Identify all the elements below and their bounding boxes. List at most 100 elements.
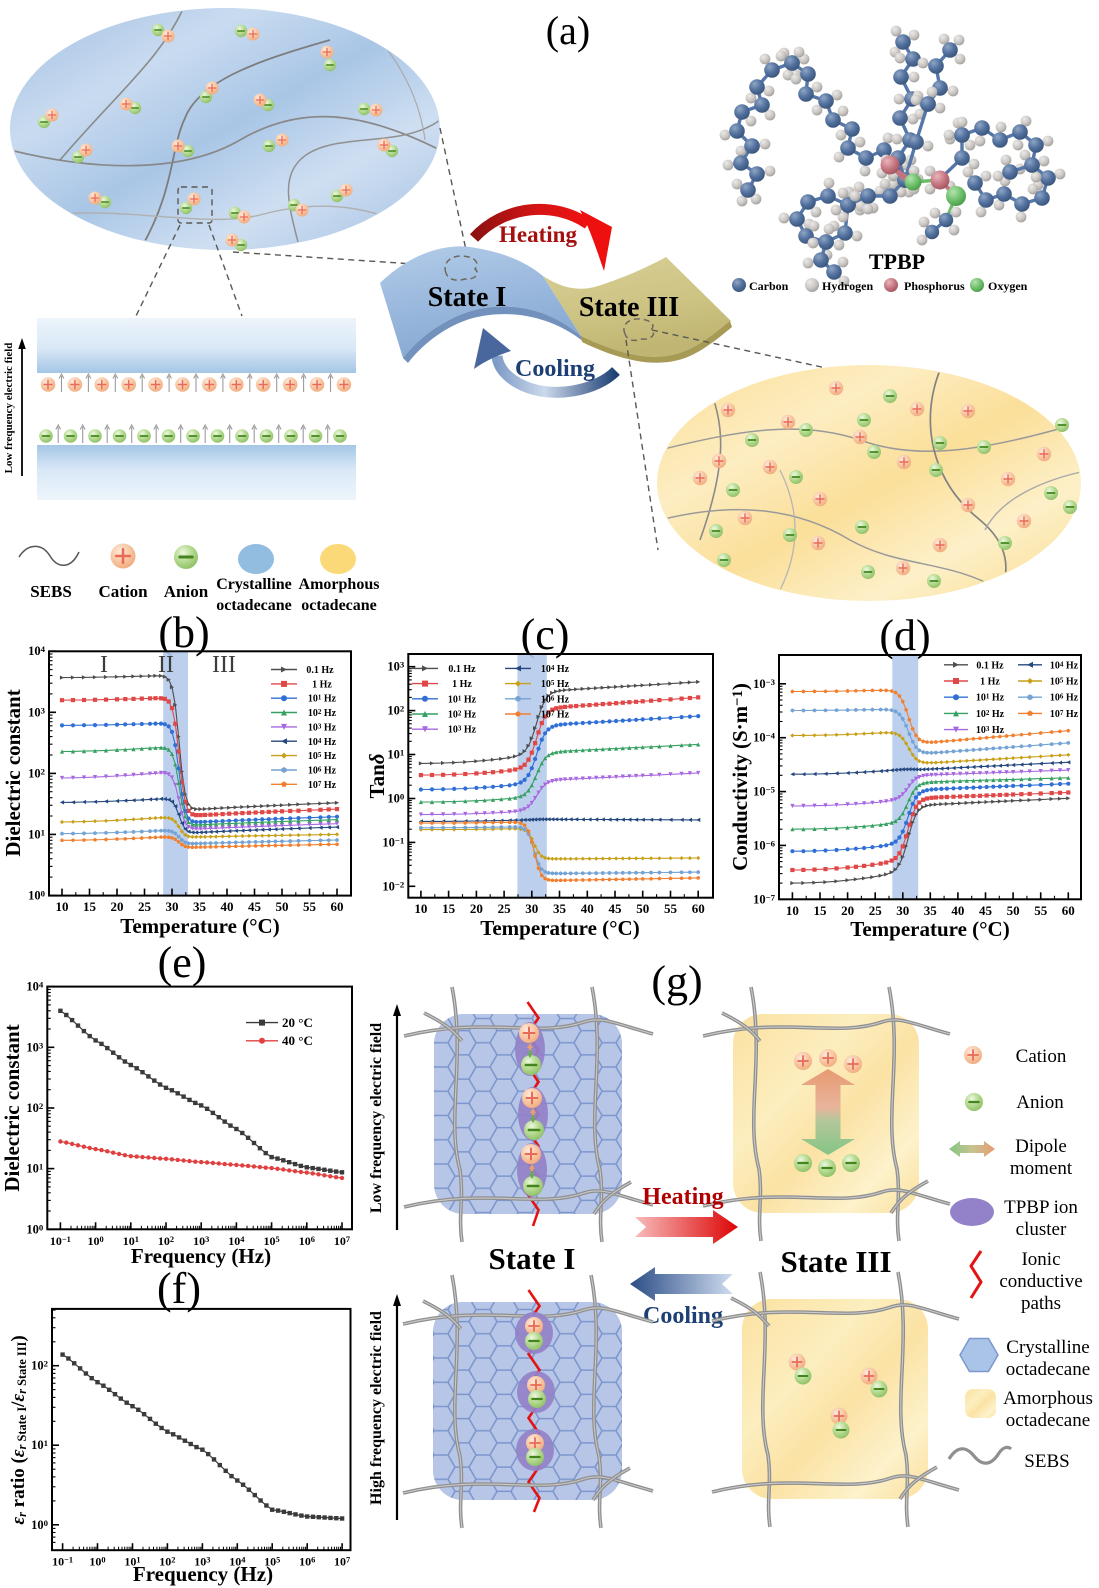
- svg-text:Anion: Anion: [1016, 1092, 1064, 1113]
- svg-text:1 Hz: 1 Hz: [312, 679, 332, 690]
- svg-text:Ionic: Ionic: [1021, 1249, 1060, 1270]
- svg-text:55: 55: [1034, 903, 1048, 918]
- svg-text:15: 15: [83, 899, 97, 914]
- svg-text:107 Hz: 107 Hz: [308, 780, 337, 791]
- svg-text:20 °C: 20 °C: [282, 1015, 313, 1030]
- svg-text:50: 50: [636, 901, 649, 916]
- svg-text:Dipole: Dipole: [1015, 1136, 1067, 1157]
- svg-text:40: 40: [951, 903, 964, 918]
- svg-text:Carbon: Carbon: [749, 279, 789, 293]
- svg-text:101 Hz: 101 Hz: [448, 694, 477, 705]
- svg-text:I: I: [100, 652, 108, 678]
- svg-text:SEBS: SEBS: [30, 582, 72, 601]
- svg-text:35: 35: [193, 899, 207, 914]
- svg-text:106 Hz: 106 Hz: [541, 694, 570, 705]
- svg-text:15: 15: [442, 901, 456, 916]
- svg-text:octadecane: octadecane: [301, 597, 377, 614]
- svg-text:Temperature (°C): Temperature (°C): [850, 917, 1009, 941]
- svg-text:45: 45: [609, 901, 623, 916]
- svg-text:102 Hz: 102 Hz: [976, 709, 1005, 720]
- svg-text:15: 15: [814, 903, 828, 918]
- svg-text:50: 50: [1007, 903, 1020, 918]
- svg-text:Tanδ: Tanδ: [365, 753, 389, 798]
- svg-text:1 Hz: 1 Hz: [452, 679, 472, 690]
- svg-text:Dielectric constant: Dielectric constant: [0, 1024, 24, 1191]
- svg-text:40: 40: [221, 899, 234, 914]
- svg-text:(b): (b): [158, 608, 209, 657]
- svg-text:106 Hz: 106 Hz: [308, 765, 337, 776]
- svg-text:Frequency (Hz): Frequency (Hz): [131, 1244, 271, 1268]
- svg-text:107 Hz: 107 Hz: [1050, 709, 1079, 720]
- svg-text:(e): (e): [158, 938, 207, 987]
- svg-text:TPBP ion: TPBP ion: [1004, 1197, 1078, 1218]
- svg-text:25: 25: [869, 903, 883, 918]
- svg-text:20: 20: [841, 903, 854, 918]
- svg-text:Frequency (Hz): Frequency (Hz): [133, 1562, 273, 1586]
- svg-text:20: 20: [111, 899, 124, 914]
- svg-text:30: 30: [525, 901, 538, 916]
- svg-text:Heating: Heating: [499, 222, 577, 247]
- svg-text:TPBP: TPBP: [869, 249, 925, 274]
- svg-text:Low frequency electric field: Low frequency electric field: [3, 343, 15, 474]
- svg-text:Low frequency electric field: Low frequency electric field: [368, 1023, 385, 1213]
- svg-text:0.1 Hz: 0.1 Hz: [448, 664, 476, 675]
- svg-text:0.1 Hz: 0.1 Hz: [976, 660, 1004, 671]
- svg-text:50: 50: [276, 899, 289, 914]
- svg-text:Cooling: Cooling: [515, 356, 595, 382]
- svg-text:20: 20: [470, 901, 483, 916]
- svg-text:1 Hz: 1 Hz: [980, 677, 1000, 688]
- svg-text:30: 30: [166, 899, 179, 914]
- svg-text:105 Hz: 105 Hz: [308, 751, 337, 762]
- svg-text:Phosphorus: Phosphorus: [904, 279, 965, 293]
- svg-text:10: 10: [786, 903, 799, 918]
- svg-text:25: 25: [498, 901, 512, 916]
- svg-text:60: 60: [1062, 903, 1075, 918]
- svg-text:III: III: [212, 652, 236, 678]
- svg-text:102 Hz: 102 Hz: [308, 708, 337, 719]
- svg-text:105 Hz: 105 Hz: [1050, 676, 1079, 687]
- svg-text:Temperature (°C): Temperature (°C): [480, 916, 639, 940]
- svg-text:104 Hz: 104 Hz: [1050, 660, 1079, 671]
- svg-text:55: 55: [664, 901, 678, 916]
- svg-text:103 Hz: 103 Hz: [308, 722, 337, 733]
- svg-text:Oxygen: Oxygen: [988, 279, 1028, 293]
- svg-text:30: 30: [896, 903, 909, 918]
- svg-text:conductive: conductive: [999, 1271, 1082, 1292]
- svg-text:octadecane: octadecane: [1006, 1410, 1090, 1431]
- svg-text:103 Hz: 103 Hz: [448, 724, 477, 735]
- svg-text:II: II: [158, 652, 174, 678]
- svg-text:45: 45: [248, 899, 262, 914]
- svg-text:Cooling: Cooling: [643, 1303, 723, 1329]
- svg-text:State I: State I: [428, 282, 507, 313]
- svg-text:10: 10: [56, 899, 69, 914]
- svg-text:Cation: Cation: [98, 582, 148, 601]
- svg-text:107 Hz: 107 Hz: [541, 709, 570, 720]
- svg-text:State III: State III: [579, 292, 679, 323]
- svg-text:(c): (c): [521, 610, 570, 659]
- svg-text:(f): (f): [157, 1264, 201, 1313]
- svg-text:High frequency electric field: High frequency electric field: [368, 1311, 385, 1505]
- svg-text:Dielectric constant: Dielectric constant: [1, 689, 25, 856]
- svg-text:moment: moment: [1010, 1158, 1073, 1179]
- svg-text:35: 35: [924, 903, 938, 918]
- svg-text:105 Hz: 105 Hz: [541, 679, 570, 690]
- svg-text:10: 10: [414, 901, 427, 916]
- svg-text:State III: State III: [780, 1244, 891, 1279]
- svg-text:102 Hz: 102 Hz: [448, 709, 477, 720]
- svg-text:Crystalline: Crystalline: [216, 576, 292, 593]
- svg-text:Amorphous: Amorphous: [299, 576, 380, 593]
- svg-text:Cation: Cation: [1016, 1046, 1067, 1067]
- svg-text:45: 45: [979, 903, 993, 918]
- svg-text:106 Hz: 106 Hz: [1050, 692, 1079, 703]
- svg-text:cluster: cluster: [1016, 1219, 1067, 1240]
- svg-text:Conductivity (S·m−1): Conductivity (S·m−1): [728, 683, 752, 871]
- svg-text:Hydrogen: Hydrogen: [822, 279, 873, 293]
- svg-text:25: 25: [138, 899, 152, 914]
- svg-text:(d): (d): [879, 611, 930, 660]
- svg-text:55: 55: [303, 899, 317, 914]
- svg-text:101 Hz: 101 Hz: [976, 692, 1005, 703]
- svg-text:104 Hz: 104 Hz: [308, 737, 337, 748]
- svg-text:Heating: Heating: [642, 1184, 723, 1210]
- svg-text:(a): (a): [546, 8, 590, 53]
- svg-text:60: 60: [692, 901, 705, 916]
